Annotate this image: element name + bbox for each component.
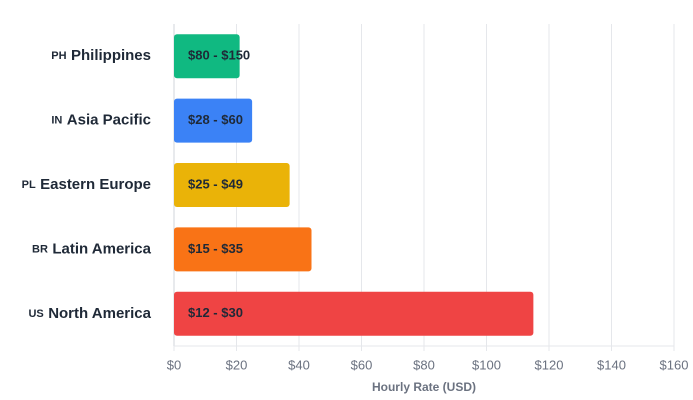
x-axis-label: Hourly Rate (USD) [372, 380, 476, 394]
bar-annotation: $15 - $35 [188, 241, 243, 256]
category-label: IN Asia Pacific [51, 112, 151, 129]
country-code: US [28, 308, 43, 320]
category-label: PL Eastern Europe [22, 176, 151, 193]
x-tick-label: $40 [288, 357, 310, 372]
bar-annotation: $25 - $49 [188, 176, 243, 191]
x-tick-label: $60 [351, 357, 373, 372]
x-tick-label: $80 [413, 357, 435, 372]
x-tick-label: $160 [660, 357, 689, 372]
country-code: IN [51, 115, 62, 127]
category-name: Eastern Europe [40, 176, 151, 193]
bar-annotation: $80 - $150 [188, 48, 250, 63]
category-name: Latin America [52, 240, 151, 257]
bar [174, 98, 253, 143]
bar-annotation: $12 - $30 [188, 305, 243, 320]
x-tick-label: $100 [472, 357, 501, 372]
x-tick-label: $20 [226, 357, 248, 372]
country-code: BR [32, 243, 48, 255]
bar [174, 163, 290, 207]
bar [174, 291, 534, 336]
category-label: BR Latin America [32, 240, 152, 257]
x-tick-label: $0 [167, 357, 181, 372]
x-tick-label: $140 [597, 357, 626, 372]
category-name: Asia Pacific [67, 112, 151, 129]
category-name: North America [48, 305, 151, 322]
bar-annotation: $28 - $60 [188, 112, 243, 127]
category-label: US North America [28, 305, 151, 322]
country-code: PH [51, 50, 66, 62]
bar [174, 34, 240, 79]
bar [174, 227, 312, 272]
x-tick-label: $120 [535, 357, 564, 372]
category-label: PH Philippines [51, 47, 151, 64]
country-code: PL [22, 179, 36, 191]
category-name: Philippines [71, 47, 151, 64]
